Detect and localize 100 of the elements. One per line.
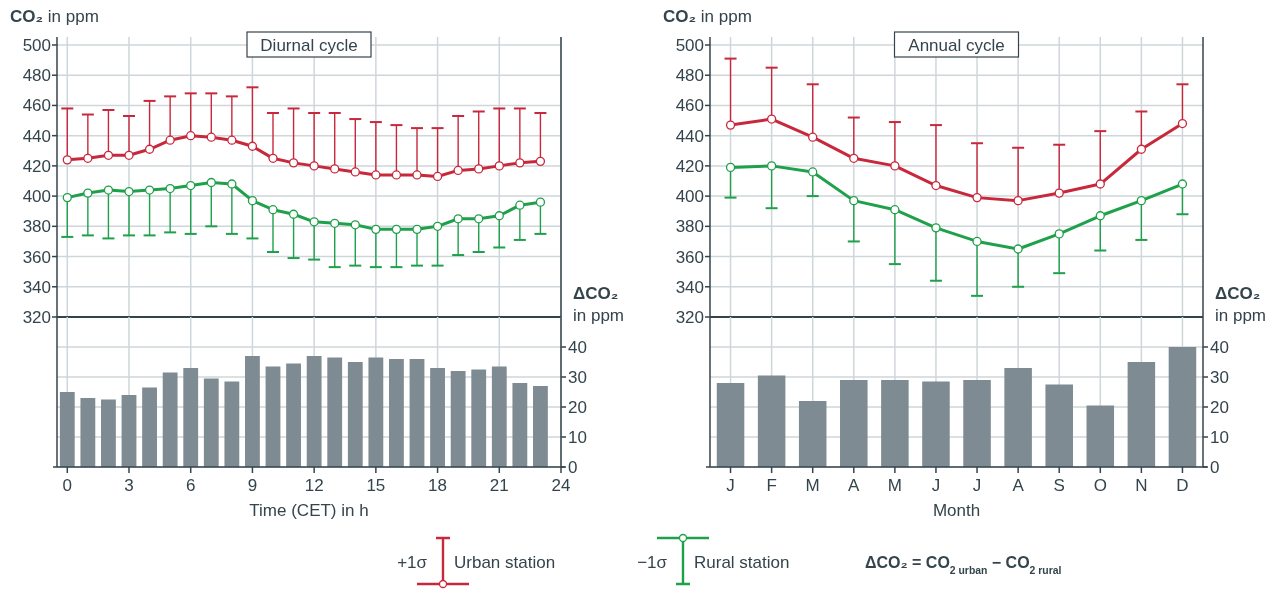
- bar: [245, 356, 260, 467]
- point: [124, 150, 134, 160]
- point: [309, 217, 319, 227]
- bar: [203, 378, 219, 467]
- point: [535, 197, 546, 207]
- bar: [101, 399, 116, 467]
- x-tick-label: J: [972, 476, 982, 495]
- x-tick-label: 18: [428, 476, 448, 495]
- bar: [430, 368, 445, 467]
- y-tick-label: 460: [22, 96, 51, 116]
- bar: [1004, 368, 1032, 467]
- y-tick-label: 480: [675, 66, 704, 86]
- x-tick-label: D: [1176, 476, 1189, 495]
- y-tick-label: 340: [22, 277, 51, 297]
- bar: [286, 363, 301, 467]
- x-tick-label: J: [931, 476, 941, 495]
- y-axis-title: CO₂ in ppm: [663, 7, 752, 26]
- point: [494, 161, 504, 171]
- x-tick-label: 3: [124, 476, 134, 495]
- point: [247, 141, 258, 151]
- point: [1177, 118, 1188, 129]
- bar: [1045, 384, 1073, 467]
- point: [350, 220, 360, 230]
- chart-title: Annual cycle: [908, 36, 1005, 55]
- y-tick-label: 320: [22, 307, 51, 327]
- bar: [450, 371, 466, 467]
- x-tick-label: M: [805, 476, 820, 495]
- point: [1054, 229, 1064, 239]
- y2-tick-label: 20: [568, 397, 587, 417]
- y-tick-label: 420: [22, 156, 51, 176]
- text: +1σ: [397, 552, 428, 572]
- point: [227, 179, 237, 189]
- text: ΔCO₂ = CO$_{2 urban}$ − CO$_{2 rural}$: [865, 553, 1062, 576]
- y-tick-label: 360: [675, 247, 704, 267]
- bar: [881, 380, 909, 467]
- y2-tick-label: 10: [1210, 427, 1229, 447]
- x-axis-title: Month: [932, 501, 981, 520]
- bar: [1168, 347, 1197, 467]
- bar: [347, 362, 363, 467]
- point: [725, 120, 736, 130]
- point: [330, 164, 340, 174]
- point: [165, 183, 175, 194]
- bar: [368, 357, 384, 467]
- bar: [389, 359, 404, 467]
- x-tick-label: 24: [551, 476, 571, 495]
- legend-label: Rural station: [694, 552, 790, 572]
- point: [725, 162, 736, 173]
- bar: [1086, 405, 1115, 467]
- point: [1136, 144, 1147, 154]
- point: [1054, 188, 1064, 198]
- point: [849, 195, 859, 206]
- x-axis-title: Time (CET) in h: [249, 501, 369, 520]
- x-tick-label: A: [848, 476, 861, 495]
- x-tick-label: N: [1135, 476, 1148, 495]
- bar: [716, 383, 745, 467]
- y-tick-label: 360: [22, 247, 51, 267]
- text: −1σ: [637, 552, 668, 572]
- y-tick-label: 440: [675, 126, 704, 146]
- point: [1013, 195, 1023, 206]
- y2-tick-label: 40: [1210, 337, 1229, 357]
- y2-tick-label: 0: [1210, 457, 1220, 477]
- bar: [142, 387, 157, 467]
- point: [103, 185, 114, 195]
- y-tick-label: 340: [675, 277, 704, 297]
- bar: [798, 401, 827, 467]
- y-tick-label: 380: [22, 217, 51, 237]
- bar: [162, 372, 178, 467]
- bar: [306, 356, 322, 467]
- point: [931, 180, 941, 191]
- point: [165, 135, 175, 145]
- bar: [59, 392, 75, 467]
- point: [144, 144, 155, 154]
- point: [849, 153, 859, 163]
- bar: [80, 398, 96, 467]
- point: [766, 161, 777, 171]
- chart-title: Diurnal cycle: [260, 36, 358, 55]
- point: [227, 135, 237, 145]
- point: [890, 205, 900, 215]
- x-tick-label: 9: [247, 476, 258, 495]
- bar: [533, 386, 548, 467]
- y-tick-label: 500: [22, 35, 51, 55]
- bar: [491, 366, 507, 467]
- point: [515, 158, 525, 168]
- x-tick-label: M: [887, 476, 902, 495]
- y2-tick-label: 20: [1210, 397, 1229, 417]
- point: [1095, 211, 1105, 221]
- point: [808, 132, 818, 142]
- point: [1095, 179, 1105, 189]
- x-tick-label: 6: [185, 476, 196, 495]
- point: [412, 170, 422, 180]
- y-tick-label: 460: [675, 96, 704, 116]
- point: [62, 155, 72, 165]
- bar: [840, 380, 868, 467]
- point: [83, 188, 93, 198]
- y2-tick-label: 10: [568, 427, 587, 447]
- bar: [471, 369, 487, 467]
- point: [247, 195, 258, 206]
- point: [186, 131, 196, 141]
- point: [890, 161, 900, 171]
- point: [288, 158, 299, 168]
